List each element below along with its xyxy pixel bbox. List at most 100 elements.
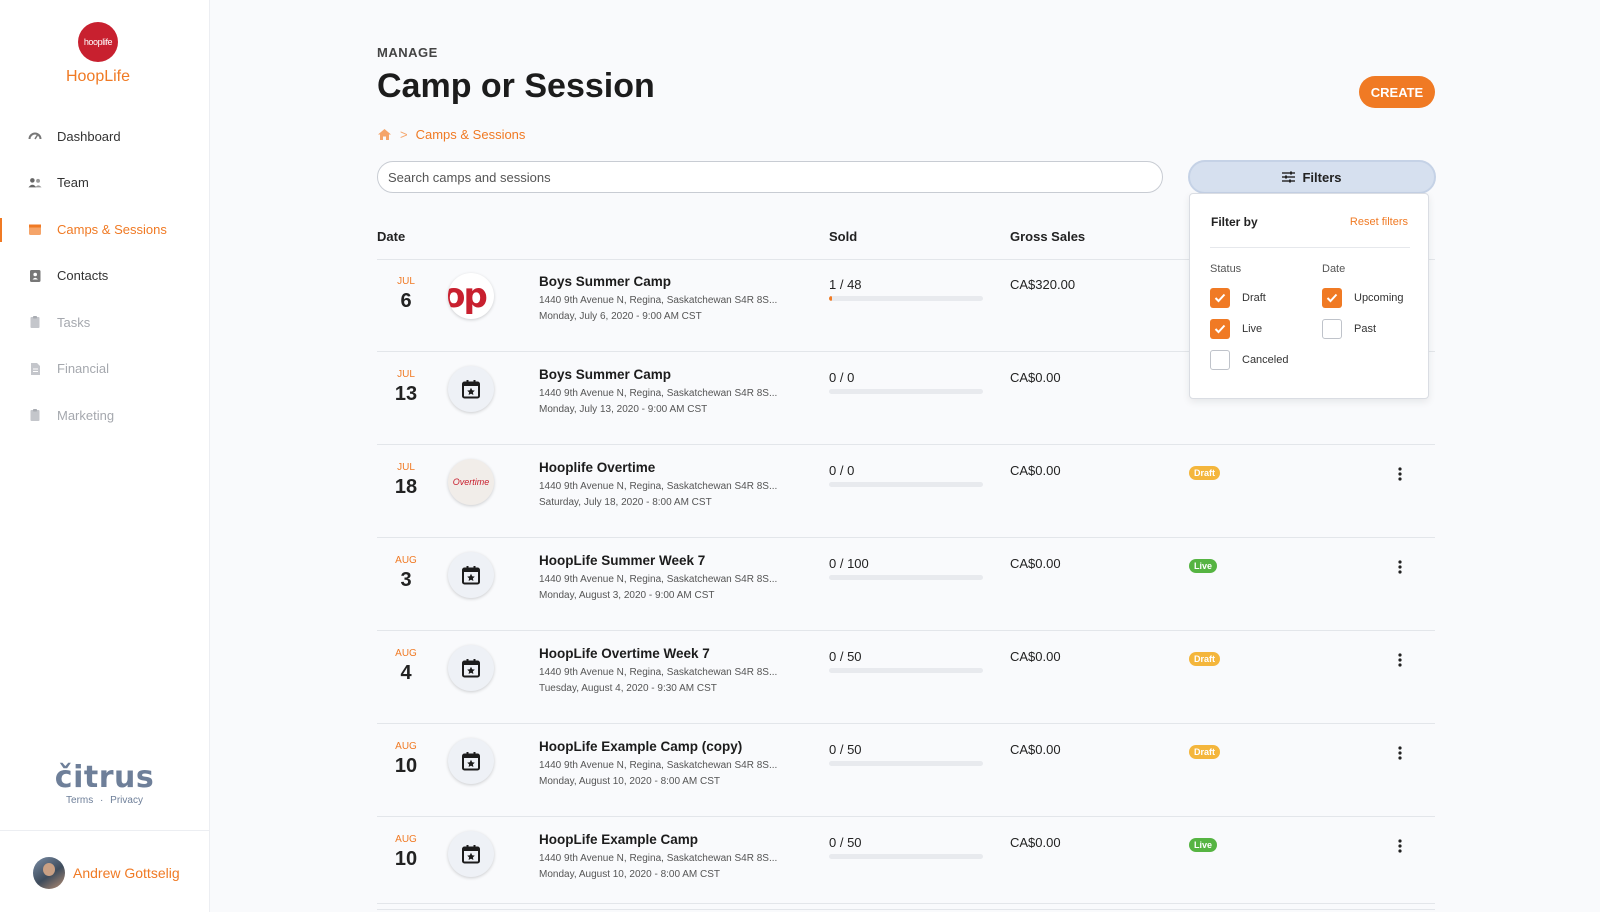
checkmark-icon	[1214, 293, 1226, 303]
filters-label: Filters	[1302, 169, 1342, 185]
overtime-logo-thumbnail[interactable]: Overtime	[448, 459, 494, 505]
table-row[interactable]: AUG 4 HoopLife Overtime Week 7 1440 9th Ave…	[377, 632, 1435, 724]
user-profile[interactable]: Andrew Gottselig	[33, 857, 180, 889]
sidebar-item-team[interactable]: Team	[0, 160, 209, 207]
sidebar-item-camps-sessions[interactable]: Camps & Sessions	[0, 206, 209, 253]
filter-option[interactable]: Live	[1210, 319, 1262, 339]
table-row[interactable]: JUL 18 Overtime Hooplife Overtime 1440 9th A…	[377, 446, 1435, 538]
filter-option[interactable]: Upcoming	[1322, 288, 1404, 308]
checkbox[interactable]	[1210, 319, 1230, 339]
more-options-icon[interactable]	[1394, 743, 1406, 763]
event-datetime: Monday, August 10, 2020 - 8:00 AM CST	[539, 776, 721, 787]
event-address: 1440 9th Avenue N, Regina, Saskatchewan …	[539, 853, 778, 864]
more-options-icon[interactable]	[1394, 836, 1406, 856]
user-name[interactable]: Andrew Gottselig	[73, 865, 180, 881]
home-icon[interactable]	[377, 128, 392, 141]
event-thumbnail[interactable]	[448, 366, 494, 412]
sidebar-item-contacts[interactable]: Contacts	[0, 253, 209, 300]
more-options-icon[interactable]	[1394, 650, 1406, 670]
event-address: 1440 9th Avenue N, Regina, Saskatchewan …	[539, 760, 778, 771]
privacy-link[interactable]: Privacy	[110, 795, 143, 806]
table-row[interactable]: AUG 10 HoopLife Example Camp (copy) 1440 9t…	[377, 725, 1435, 817]
overtime-logo: Overtime	[452, 477, 490, 487]
breadcrumb: > Camps & Sessions	[377, 127, 525, 142]
event-thumbnail[interactable]	[448, 645, 494, 691]
divider	[377, 259, 1435, 260]
sidebar-item-tasks[interactable]: Tasks	[0, 299, 209, 346]
calendar-star-icon	[461, 751, 481, 771]
date-day: 6	[400, 290, 412, 312]
filter-option[interactable]: Past	[1322, 319, 1376, 339]
reset-filters-link[interactable]: Reset filters	[1349, 216, 1408, 228]
event-name[interactable]: Boys Summer Camp	[539, 367, 672, 382]
filter-panel-title: Filter by	[1211, 215, 1258, 229]
filter-option[interactable]: Draft	[1210, 288, 1266, 308]
sold-count: 0 / 100	[829, 556, 869, 571]
event-thumbnail[interactable]	[448, 552, 494, 598]
gross-sales: CA$0.00	[1010, 835, 1061, 850]
sidebar-item-label: Financial	[57, 361, 110, 377]
footer-separator: ·	[100, 795, 104, 806]
table-row[interactable]: AUG 3 HoopLife Summer Week 7 1440 9th Avenu…	[377, 539, 1435, 631]
sliders-icon	[1282, 171, 1296, 183]
event-thumbnail[interactable]	[448, 831, 494, 877]
table-row[interactable]: AUG 10 HoopLife Example Camp 1440 9th Avenu…	[377, 818, 1435, 910]
gross-sales: CA$0.00	[1010, 556, 1061, 571]
filter-option-label: Draft	[1242, 292, 1266, 304]
create-button[interactable]: CREATE	[1359, 76, 1435, 108]
event-name[interactable]: HoopLife Overtime Week 7	[539, 646, 710, 661]
sold-count: 0 / 50	[829, 649, 862, 664]
filter-option-label: Past	[1354, 323, 1377, 335]
org-logo[interactable]: hooplife	[78, 22, 118, 62]
search-input[interactable]	[377, 161, 1163, 193]
clipboard-icon	[28, 408, 42, 422]
sidebar-item-marketing[interactable]: Marketing	[0, 392, 209, 439]
sold-progress-bar	[829, 389, 983, 394]
contacts-icon	[28, 269, 42, 283]
checkmark-icon	[1326, 293, 1338, 303]
event-name[interactable]: HoopLife Example Camp (copy)	[539, 739, 743, 754]
sidebar-item-dashboard[interactable]: Dashboard	[0, 113, 209, 160]
event-name[interactable]: Hooplife Overtime	[539, 460, 656, 475]
more-options-icon[interactable]	[1394, 464, 1406, 484]
event-datetime: Monday, August 10, 2020 - 8:00 AM CST	[539, 869, 721, 880]
date-day: 18	[394, 476, 418, 498]
divider	[1210, 247, 1410, 248]
org-name[interactable]: HoopLife	[65, 68, 131, 85]
event-name[interactable]: HoopLife Example Camp	[539, 832, 699, 847]
date-month: JUL	[397, 369, 415, 380]
event-datetime: Monday, July 6, 2020 - 9:00 AM CST	[539, 311, 702, 322]
sidebar-item-label: Marketing	[57, 407, 115, 423]
avatar[interactable]	[33, 857, 65, 889]
more-options-icon[interactable]	[1394, 557, 1406, 577]
date-day: 10	[394, 755, 418, 777]
checkbox[interactable]	[1210, 350, 1230, 370]
filter-option[interactable]: Canceled	[1210, 350, 1288, 370]
sidebar-item-label: Dashboard	[57, 128, 121, 144]
event-name[interactable]: Boys Summer Camp	[539, 274, 672, 289]
hooplife-logo-thumbnail[interactable]: op	[448, 273, 494, 319]
table-row[interactable]: JUL 6 op Boys Summer Camp 1440 9th Avenue N,…	[377, 260, 1435, 352]
event-address: 1440 9th Avenue N, Regina, Saskatchewan …	[539, 481, 778, 492]
column-header-date[interactable]: Date	[377, 229, 406, 244]
checkbox[interactable]	[1322, 319, 1342, 339]
table-row[interactable]: JUL 13 Boys Summer Camp 1440 9th Avenue N, …	[377, 353, 1435, 445]
checkbox[interactable]	[1210, 288, 1230, 308]
event-address: 1440 9th Avenue N, Regina, Saskatchewan …	[539, 295, 778, 306]
event-name[interactable]: HoopLife Summer Week 7	[539, 553, 706, 568]
column-header-gross-sales[interactable]: Gross Sales	[1010, 229, 1086, 244]
sold-count: 0 / 50	[829, 742, 862, 757]
date-day: 3	[400, 569, 412, 591]
event-thumbnail[interactable]	[448, 738, 494, 784]
event-datetime: Monday, July 13, 2020 - 9:00 AM CST	[539, 404, 708, 415]
calendar-star-icon	[461, 565, 481, 585]
filters-button[interactable]: Filters	[1188, 160, 1436, 194]
terms-link[interactable]: Terms	[66, 795, 94, 806]
breadcrumb-current[interactable]: Camps & Sessions	[415, 127, 526, 142]
sidebar-item-financial[interactable]: Financial	[0, 346, 209, 393]
column-header-sold[interactable]: Sold	[829, 229, 858, 244]
sidebar-item-label: Camps & Sessions	[57, 221, 167, 237]
sold-count: 1 / 48	[829, 277, 862, 292]
divider	[377, 903, 1435, 904]
checkbox[interactable]	[1322, 288, 1342, 308]
